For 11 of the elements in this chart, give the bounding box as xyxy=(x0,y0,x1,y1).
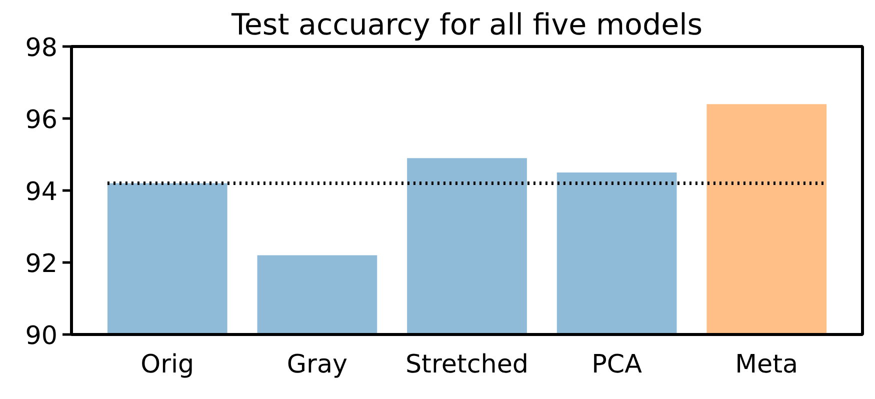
y-tick-label: 96 xyxy=(25,104,58,134)
x-tick-label: Gray xyxy=(286,348,348,378)
y-tick-label: 98 xyxy=(25,32,58,62)
x-tick-label: PCA xyxy=(592,348,643,378)
x-tick-label: Stretched xyxy=(405,348,529,378)
chart-title: Test accuarcy for all five models xyxy=(230,8,703,42)
x-tick-label: Orig xyxy=(140,348,194,378)
y-tick-label: 94 xyxy=(25,176,58,206)
y-tick-label: 92 xyxy=(25,248,58,278)
y-tick-label: 90 xyxy=(25,320,58,350)
x-tick-label: Meta xyxy=(735,348,798,378)
